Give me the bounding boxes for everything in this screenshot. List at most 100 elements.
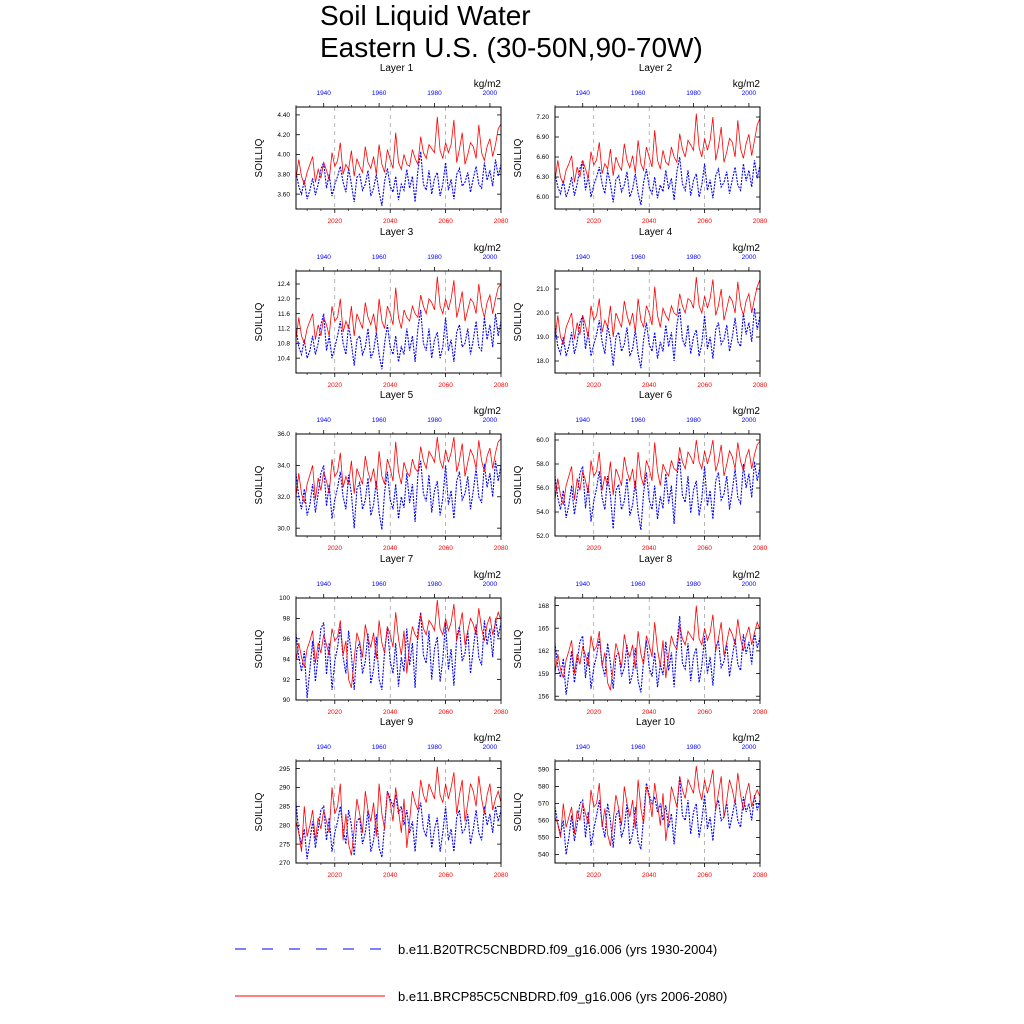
x-top-tick-label: 2000 (483, 90, 498, 97)
x-top-tick-label: 1960 (372, 581, 387, 588)
panel-title: Layer 10 (636, 717, 675, 728)
plot-frame (295, 106, 502, 210)
y-tick-label: 295 (279, 766, 290, 773)
x-bottom-tick-label: 2020 (587, 872, 602, 879)
x-top-tick-label: 1980 (686, 417, 701, 424)
x-bottom-tick-label: 2040 (642, 872, 657, 879)
y-tick-label: 580 (538, 784, 549, 791)
x-top-tick-label: 2000 (483, 254, 498, 261)
x-bottom-tick-label: 2040 (383, 382, 398, 389)
y-tick-label: 4.00 (277, 152, 290, 159)
y-tick-label: 560 (538, 818, 549, 825)
y-axis-label: SOILLIQ (254, 138, 265, 177)
series-rcp85-line (295, 437, 502, 504)
series-rcp85-line (295, 599, 502, 688)
x-top-tick-label: 1980 (686, 254, 701, 261)
figure-title-line2: Eastern U.S. (30-50N,90-70W) (320, 32, 703, 63)
y-axis-label: SOILLIQ (513, 138, 524, 177)
y-tick-label: 6.90 (536, 134, 549, 141)
x-top-tick-label: 1940 (316, 417, 331, 424)
x-bottom-tick-label: 2060 (438, 545, 453, 552)
panel-title: Layer 7 (380, 554, 414, 565)
y-tick-label: 156 (538, 693, 549, 700)
x-top-tick-label: 2000 (742, 581, 757, 588)
x-top-tick-label: 1960 (631, 254, 646, 261)
x-top-tick-label: 1940 (316, 744, 331, 751)
x-bottom-tick-label: 2060 (438, 218, 453, 225)
y-tick-label: 275 (279, 841, 290, 848)
plot-frame (554, 433, 761, 537)
x-bottom-tick-label: 2080 (494, 382, 509, 389)
series-rcp85-line (295, 276, 502, 345)
panel-layer-6: Layer 6 kg/m2 SOILLIQ 52.0 54.0 56.0 58.0 60.0 2… (513, 390, 768, 552)
y-tick-label: 168 (538, 603, 549, 610)
series-historical-line (554, 156, 761, 206)
plot-frame (295, 270, 502, 374)
plot-frame (295, 433, 502, 537)
series-rcp85-line (554, 439, 761, 505)
x-bottom-tick-label: 2060 (438, 709, 453, 716)
y-tick-label: 56.0 (536, 485, 549, 492)
x-bottom-tick-label: 2080 (753, 218, 768, 225)
y-axis-label: SOILLIQ (254, 629, 265, 668)
x-bottom-tick-label: 2060 (697, 545, 712, 552)
y-tick-label: 3.60 (277, 191, 290, 198)
panel-units: kg/m2 (474, 243, 502, 254)
y-tick-label: 34.0 (277, 463, 290, 470)
series-rcp85-line (554, 605, 761, 691)
plot-frame (554, 597, 761, 701)
series-rcp85-line (554, 113, 761, 186)
x-bottom-tick-label: 2040 (383, 218, 398, 225)
panel-units: kg/m2 (733, 570, 761, 581)
x-bottom-tick-label: 2040 (642, 218, 657, 225)
y-tick-label: 12.0 (277, 296, 290, 303)
series-historical-line (295, 612, 502, 699)
x-bottom-tick-label: 2080 (494, 709, 509, 716)
x-bottom-tick-label: 2040 (383, 872, 398, 879)
x-top-tick-label: 1960 (631, 744, 646, 751)
x-bottom-tick-label: 2060 (697, 709, 712, 716)
x-bottom-tick-label: 2080 (753, 872, 768, 879)
x-top-tick-label: 1960 (631, 581, 646, 588)
x-bottom-tick-label: 2080 (494, 218, 509, 225)
x-top-tick-label: 1980 (427, 417, 442, 424)
y-tick-label: 7.20 (536, 114, 549, 121)
x-top-tick-label: 1940 (316, 90, 331, 97)
x-top-tick-label: 1960 (372, 254, 387, 261)
x-bottom-tick-label: 2020 (328, 545, 343, 552)
y-tick-label: 6.00 (536, 194, 549, 201)
panel-units: kg/m2 (733, 733, 761, 744)
x-bottom-tick-label: 2020 (587, 709, 602, 716)
x-bottom-tick-label: 2040 (642, 709, 657, 716)
x-top-tick-label: 1940 (316, 581, 331, 588)
x-bottom-tick-label: 2020 (587, 382, 602, 389)
x-top-tick-label: 2000 (742, 90, 757, 97)
panel-layer-5: Layer 5 kg/m2 SOILLIQ 30.0 32.0 34.0 36.0 2020 2… (254, 390, 509, 552)
y-tick-label: 270 (279, 860, 290, 867)
x-top-tick-label: 1960 (372, 744, 387, 751)
x-top-tick-label: 1960 (372, 90, 387, 97)
panel-units: kg/m2 (474, 733, 502, 744)
x-top-tick-label: 1980 (427, 744, 442, 751)
y-axis-label: SOILLIQ (513, 629, 524, 668)
legend: b.e11.B20TRC5CNBDRD.f09_g16.006 (yrs 193… (235, 942, 727, 1004)
x-top-tick-label: 1940 (575, 254, 590, 261)
series-rcp85-line (554, 766, 761, 847)
x-bottom-tick-label: 2080 (753, 709, 768, 716)
panel-title: Layer 8 (639, 554, 673, 565)
y-tick-label: 550 (538, 835, 549, 842)
x-bottom-tick-label: 2080 (753, 545, 768, 552)
x-top-tick-label: 1960 (372, 417, 387, 424)
plot-frame (295, 597, 502, 701)
y-axis-label: SOILLIQ (254, 302, 265, 341)
y-tick-label: 36.0 (277, 431, 290, 438)
x-top-tick-label: 2000 (483, 417, 498, 424)
x-bottom-tick-label: 2020 (587, 218, 602, 225)
x-bottom-tick-label: 2040 (642, 545, 657, 552)
y-tick-label: 18.0 (536, 358, 549, 365)
plot-frame (554, 760, 761, 864)
series-historical-line (295, 460, 502, 530)
x-top-tick-label: 2000 (742, 744, 757, 751)
x-bottom-tick-label: 2080 (753, 382, 768, 389)
y-tick-label: 3.80 (277, 172, 290, 179)
